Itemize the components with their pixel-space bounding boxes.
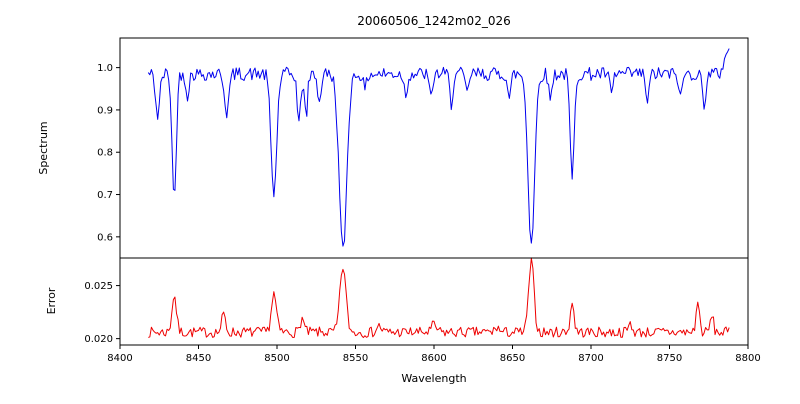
spectrum-y-tick-label: 0.8: [97, 148, 113, 159]
error-line: [148, 257, 730, 339]
error-y-axis-label: Error: [45, 287, 58, 314]
x-axis-label: Wavelength: [401, 372, 466, 385]
x-tick-label: 8750: [657, 353, 682, 364]
error-y-tick-label: 0.020: [84, 334, 113, 345]
spectrum-y-axis-label: Spectrum: [37, 121, 50, 174]
chart-title: 20060506_1242m02_026: [357, 14, 510, 28]
x-tick-label: 8550: [343, 353, 368, 364]
spectrum-y-tick-label: 0.7: [97, 190, 113, 201]
plot-area: 1.0 0.9 0.8 0.7 0.6 0.025 0.020 8400 8450 8500 855…: [84, 37, 761, 364]
x-tick-label: 8400: [107, 353, 132, 364]
spectrum-y-tick-label: 0.6: [97, 232, 113, 243]
x-tick-label: 8450: [186, 353, 211, 364]
x-tick-label: 8700: [578, 353, 603, 364]
spectrum-y-tick-label: 0.9: [97, 105, 113, 116]
spectrum-y-tick-label: 1.0: [97, 63, 113, 74]
x-tick-label: 8600: [421, 353, 446, 364]
x-tick-label: 8650: [500, 353, 525, 364]
spectrum-line: [147, 48, 730, 247]
x-tick-label: 8800: [735, 353, 760, 364]
x-tick-label: 8500: [264, 353, 289, 364]
error-y-tick-label: 0.025: [84, 281, 113, 292]
error-axes-frame: [119, 257, 749, 346]
